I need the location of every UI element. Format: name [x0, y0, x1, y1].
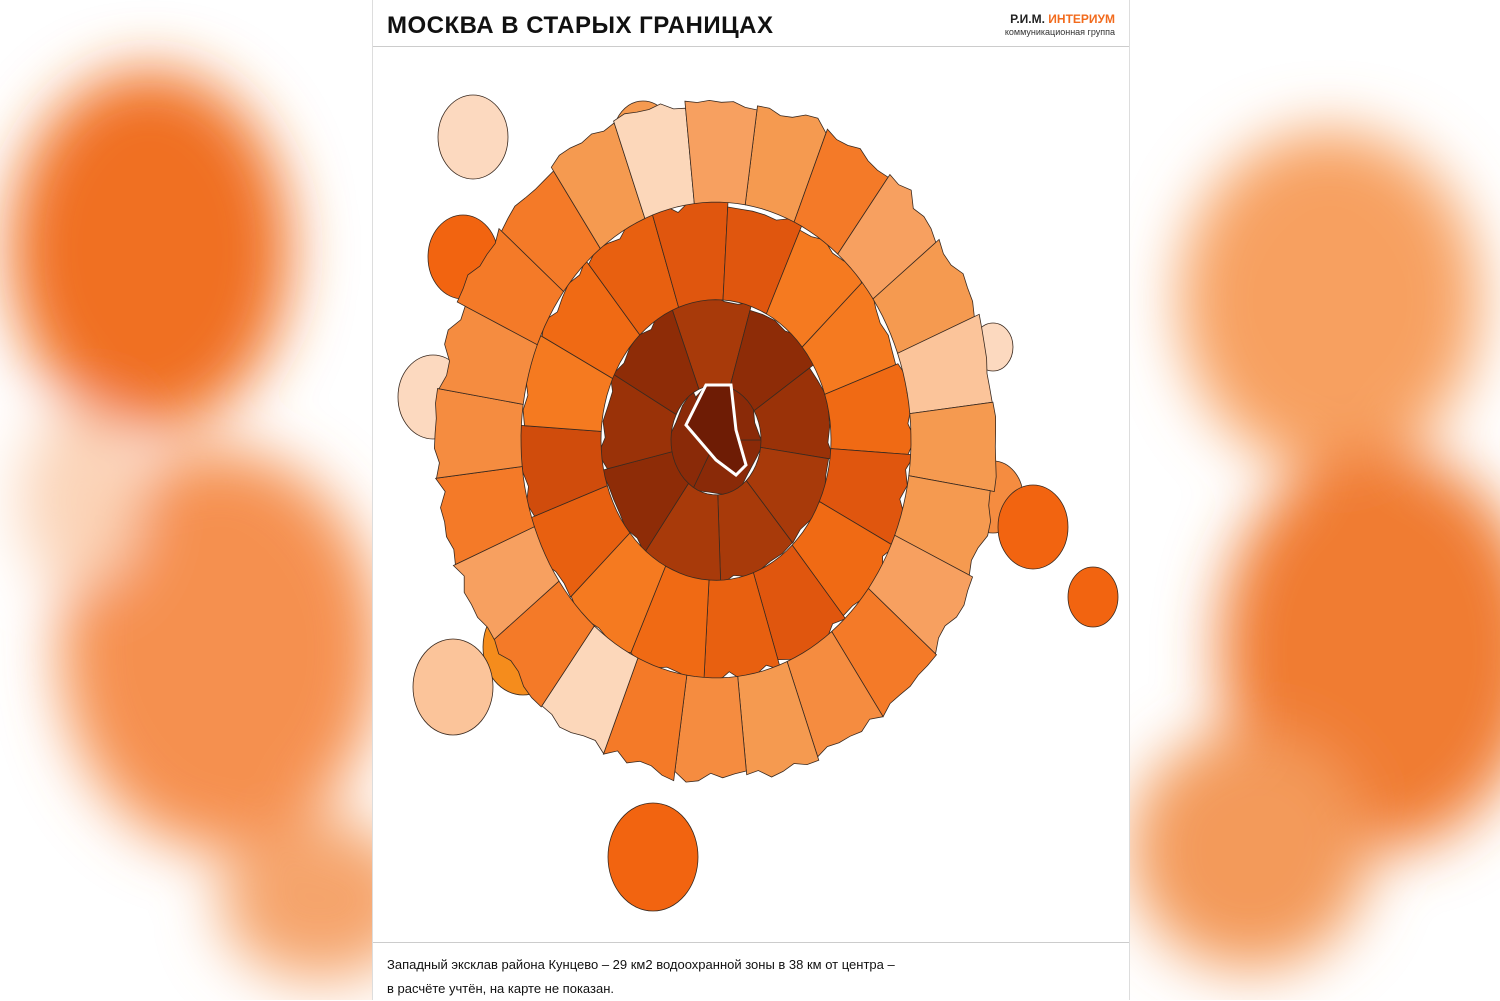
district	[674, 674, 747, 783]
exclave	[437, 94, 509, 180]
logo-subtitle: коммуникационная группа	[1004, 27, 1115, 37]
exclave	[997, 484, 1069, 570]
footnote-line: в расчёте учтён, на карте не показан.	[387, 981, 614, 996]
title: МОСКВА В СТАРЫХ ГРАНИЦАХ	[387, 12, 774, 39]
logo-left: Р.И.М.	[1010, 12, 1045, 26]
exclave	[412, 638, 494, 736]
footnote-line: Западный эксклав района Кунцево – 29 км2…	[387, 957, 895, 972]
divider	[373, 46, 1129, 47]
center-district	[684, 383, 748, 477]
footnote: Западный эксклав района Кунцево – 29 км2…	[387, 953, 895, 1001]
divider	[373, 942, 1129, 943]
district	[684, 99, 758, 206]
logo: Р.И.М. ИНТЕРИУМ коммуникационная группа	[1005, 12, 1115, 37]
logo-right: ИНТЕРИУМ	[1048, 12, 1115, 26]
card: МОСКВА В СТАРЫХ ГРАНИЦАХ Р.И.М. ИНТЕРИУМ…	[372, 0, 1130, 1000]
blurred-map	[10, 70, 1500, 980]
map	[397, 94, 1119, 912]
exclave	[607, 802, 699, 912]
exclave	[1067, 566, 1119, 628]
